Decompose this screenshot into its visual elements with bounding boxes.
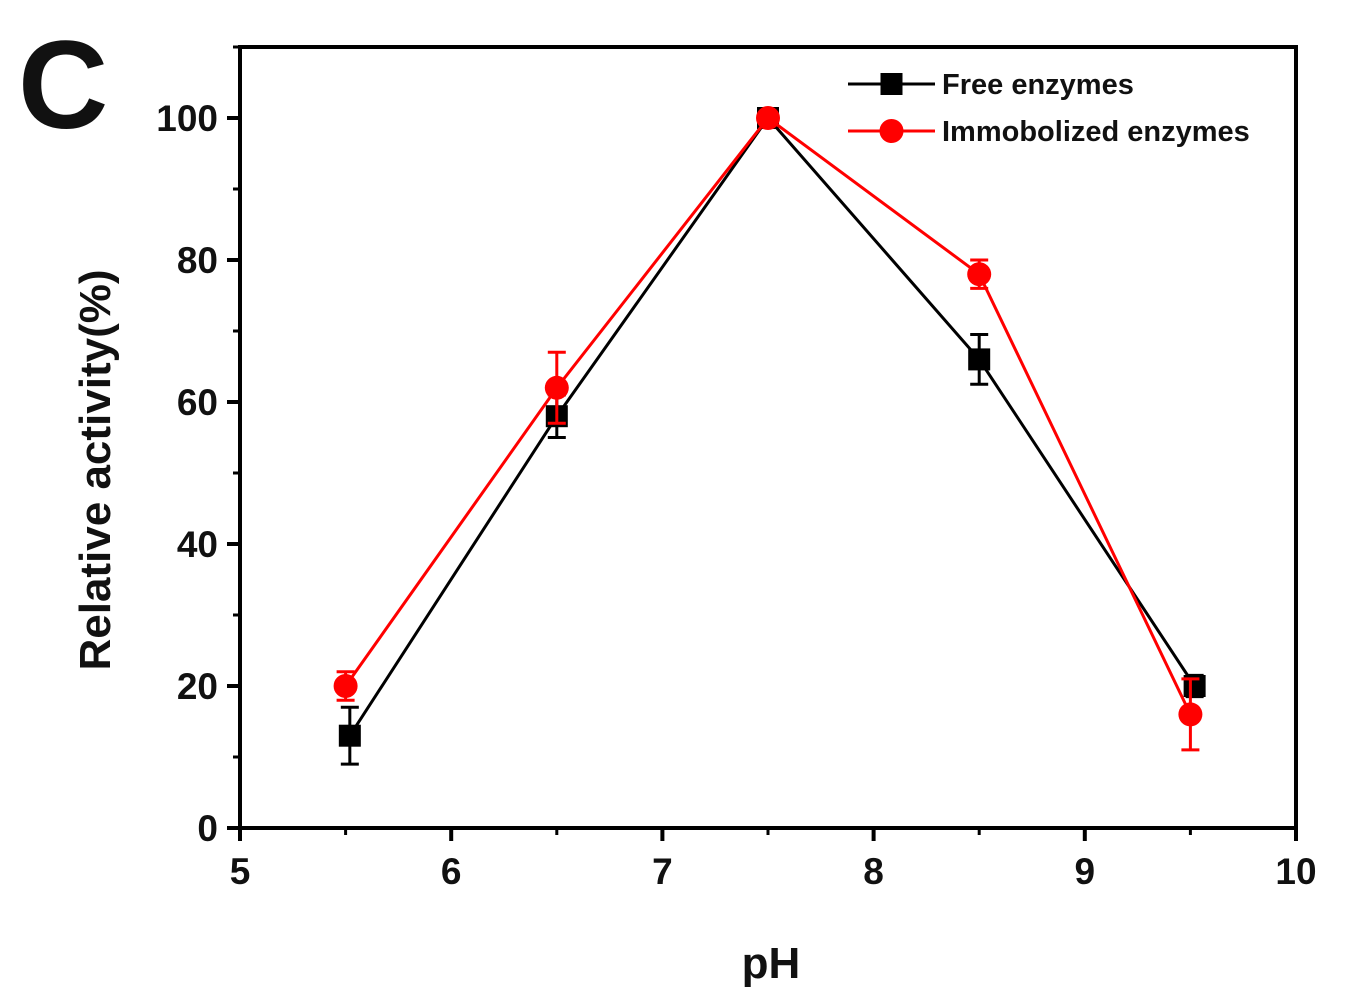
series-layer [333, 106, 1206, 766]
x-tick-label: 7 [652, 851, 673, 892]
y-tick-label: 60 [177, 382, 218, 423]
series-free-enzymes [338, 107, 1206, 766]
data-point [968, 348, 991, 371]
x-tick-label: 10 [1275, 851, 1316, 892]
legend-marker [879, 119, 904, 143]
series-line [344, 115, 1192, 716]
y-tick-label: 40 [177, 524, 218, 565]
x-tick-label: 9 [1075, 851, 1096, 892]
x-axis-ticks: 5 6 7 8 9 10 [230, 828, 1317, 892]
plot-area-border [238, 45, 1298, 830]
y-tick-label: 20 [177, 666, 218, 707]
y-axis-ticks: 0 20 40 60 80 100 [156, 45, 240, 849]
data-point [333, 674, 358, 698]
y-axis-title: Relative activity(%) [71, 269, 120, 670]
y-tick-label: 80 [177, 240, 218, 281]
data-point [967, 262, 992, 287]
legend-label: Free enzymes [942, 69, 1134, 101]
x-axis-title: pH [742, 939, 801, 988]
series-immobolized-enzymes [333, 106, 1203, 752]
data-point [1178, 702, 1203, 727]
y-tick-label: 0 [197, 808, 218, 849]
legend: Free enzymes Immobolized enzymes [848, 69, 1250, 148]
data-point [756, 106, 780, 130]
x-tick-label: 6 [441, 851, 462, 892]
data-point [544, 375, 569, 400]
legend-marker [880, 73, 903, 95]
panel-label: C [18, 16, 108, 155]
series-line [348, 115, 1196, 737]
plot-frame [238, 45, 1298, 830]
legend-label: Immobolized enzymes [942, 116, 1250, 148]
data-point [338, 724, 361, 747]
x-tick-label: 5 [230, 851, 251, 892]
x-tick-label: 8 [863, 851, 884, 892]
y-tick-label: 100 [156, 98, 218, 139]
